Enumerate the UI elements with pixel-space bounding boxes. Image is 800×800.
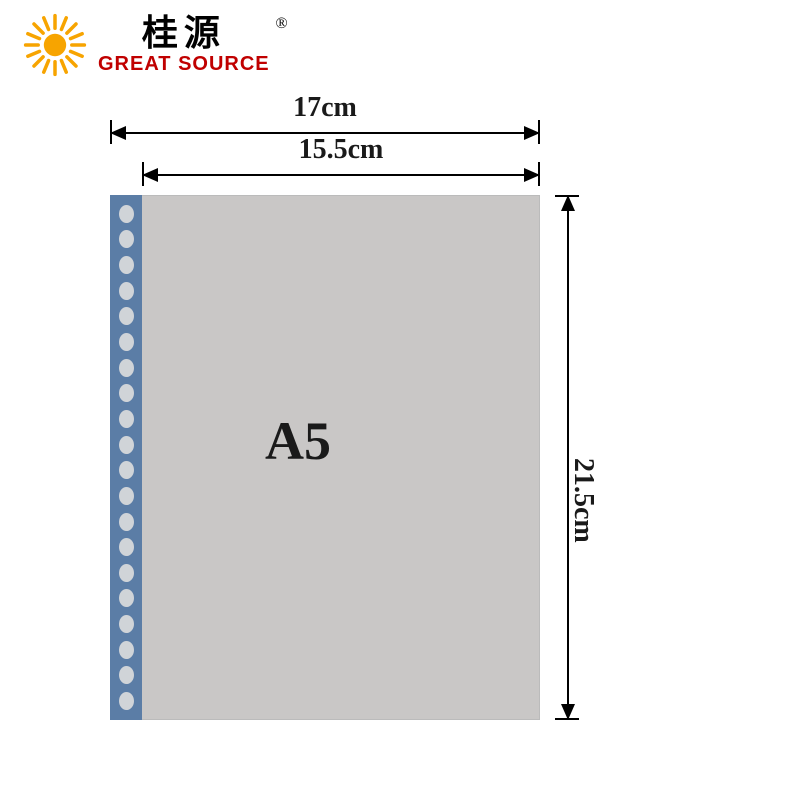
binding-hole — [119, 436, 134, 454]
dimension-outer-width-label: 17cm — [293, 92, 357, 124]
binding-hole — [119, 410, 134, 428]
binding-hole — [119, 461, 134, 479]
binding-hole — [119, 205, 134, 223]
binding-hole — [119, 384, 134, 402]
binding-hole — [119, 307, 134, 325]
binding-hole — [119, 615, 134, 633]
paper-size-label: A5 — [265, 410, 331, 472]
binding-hole — [119, 692, 134, 710]
binding-hole — [119, 282, 134, 300]
binding-hole — [119, 538, 134, 556]
binding-hole — [119, 359, 134, 377]
binding-hole — [119, 487, 134, 505]
binding-hole — [119, 230, 134, 248]
binding-hole — [119, 666, 134, 684]
logo-chinese-text: 桂源 — [142, 15, 226, 51]
dimension-diagram: 17cm 15.5cm A5 21.5cm — [110, 120, 710, 720]
dimension-height-label: 21.5cm — [567, 458, 599, 543]
brand-logo: 桂源 GREAT SOURCE ® — [20, 10, 270, 80]
binding-hole — [119, 589, 134, 607]
logo-brand-text: GREAT SOURCE — [98, 53, 270, 76]
dimension-height: 21.5cm — [555, 195, 585, 720]
binding-hole — [119, 564, 134, 582]
binding-spine — [110, 195, 142, 720]
registered-mark-icon: ® — [275, 15, 287, 33]
dimension-inner-width: 15.5cm — [142, 162, 540, 192]
binding-hole — [119, 333, 134, 351]
binding-hole — [119, 256, 134, 274]
dimension-inner-width-label: 15.5cm — [299, 134, 384, 166]
sun-icon — [20, 10, 90, 80]
binding-hole — [119, 641, 134, 659]
binding-hole — [119, 513, 134, 531]
